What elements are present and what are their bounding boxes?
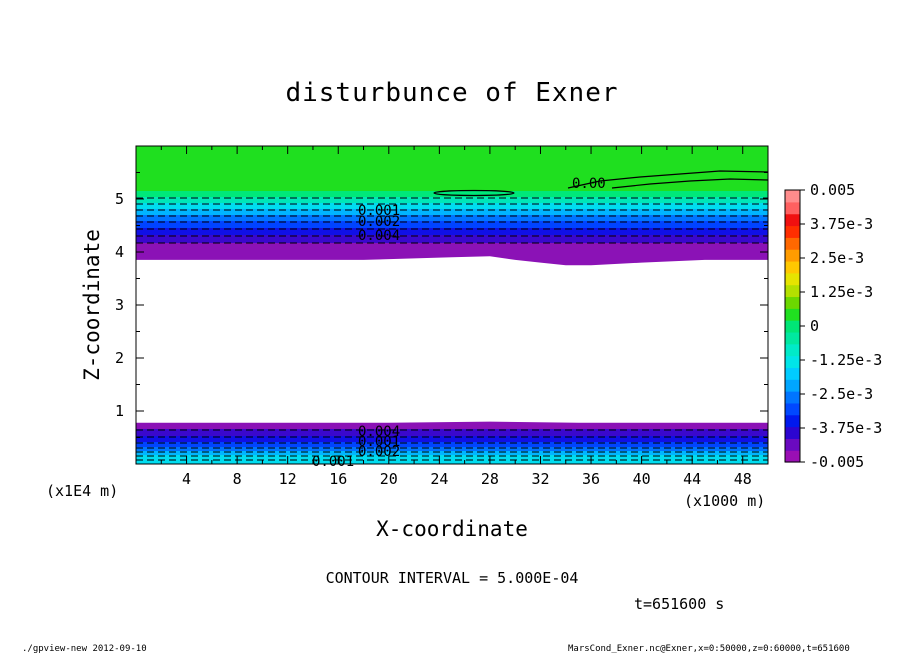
y-tick-label: 5 xyxy=(115,190,124,208)
y-tick-label: 1 xyxy=(115,402,124,420)
colorbar-swatch xyxy=(785,225,800,238)
x-tick-label: 36 xyxy=(582,470,600,488)
time-label: t=651600 s xyxy=(634,595,724,613)
band-5-bottom xyxy=(136,442,768,448)
y-tick-labels: 1 2 3 4 5 xyxy=(115,190,124,420)
x-tick-label: 40 xyxy=(633,470,651,488)
colorbar xyxy=(785,190,800,463)
x-tick-labels: 4 8 12 16 20 24 28 32 36 40 44 48 xyxy=(182,470,752,488)
contour-label: 0.002 xyxy=(358,214,400,230)
colorbar-label: 0.005 xyxy=(810,181,855,199)
contour-label: 0.004 xyxy=(358,424,400,440)
x-tick-label: 4 xyxy=(182,470,191,488)
contour-label: 0.001 xyxy=(358,203,400,219)
colorbar-swatch xyxy=(785,355,800,368)
colorbar-swatch xyxy=(785,201,800,215)
colorbar-swatch xyxy=(785,272,800,286)
colorbar-swatch xyxy=(785,284,800,298)
colorbar-label: 1.25e-3 xyxy=(810,283,873,301)
band-6-bottom xyxy=(136,436,768,443)
x-tick-label: 28 xyxy=(481,470,499,488)
x-tick-label: 8 xyxy=(233,470,242,488)
colorbar-swatch xyxy=(785,414,800,428)
x-tick-label: 44 xyxy=(683,470,701,488)
colorbar-labels: 0.005 3.75e-3 2.5e-3 1.25e-3 0 -1.25e-3 -2.5e-… xyxy=(800,181,882,471)
y-tick-label: 3 xyxy=(115,296,124,314)
x-tick-label: 12 xyxy=(279,470,297,488)
band-4-top xyxy=(136,215,768,222)
colorbar-label: -2.5e-3 xyxy=(810,385,873,403)
chart-title: disturbunce of Exner xyxy=(285,78,618,108)
x-unit-label: (x1000 m) xyxy=(684,492,765,510)
band-2-top xyxy=(136,203,768,210)
x-tick-label: 24 xyxy=(430,470,448,488)
x-tick-label: 32 xyxy=(531,470,549,488)
colorbar-swatch xyxy=(785,296,800,309)
zero-contour-closed xyxy=(433,189,515,197)
plot-area xyxy=(136,146,769,464)
colorbar-swatch xyxy=(785,260,800,274)
x-tick-label: 16 xyxy=(329,470,347,488)
colorbar-swatch xyxy=(785,402,800,416)
colorbar-swatch xyxy=(785,190,800,203)
band-4-bottom xyxy=(136,447,768,452)
band-3-bottom xyxy=(136,451,768,456)
footer-left: ./gpview-new 2012-09-10 xyxy=(22,644,147,654)
colorbar-label: -3.75e-3 xyxy=(810,419,882,437)
colorbar-swatch xyxy=(785,331,800,345)
colorbar-swatch xyxy=(785,379,800,392)
y-axis-label: Z-coordinate xyxy=(80,229,104,381)
band-5-top xyxy=(136,221,768,229)
negative-contours xyxy=(136,197,768,461)
colorbar-swatch xyxy=(785,450,800,463)
contour-interval: CONTOUR INTERVAL = 5.000E-04 xyxy=(326,569,579,587)
band-6-top xyxy=(136,228,768,236)
colorbar-swatch xyxy=(785,367,800,380)
x-axis-label: X-coordinate xyxy=(376,517,528,541)
colorbar-swatch xyxy=(785,391,800,404)
zero-contour-1 xyxy=(567,170,769,189)
x-tick-label: 20 xyxy=(380,470,398,488)
band-3-top xyxy=(136,209,768,216)
colorbar-swatch xyxy=(785,249,800,262)
colorbar-swatch xyxy=(785,320,800,333)
band-7-bottom xyxy=(136,429,768,437)
band-7-top xyxy=(136,235,768,244)
band-1-top xyxy=(136,197,768,204)
band-2-bottom xyxy=(136,455,768,464)
band-min-top xyxy=(136,243,768,266)
axis-ticks xyxy=(135,145,769,464)
contour-label: 0.00 xyxy=(572,176,606,192)
colorbar-swatch xyxy=(785,438,800,451)
x-tick-label: 48 xyxy=(734,470,752,488)
y-tick-label: 2 xyxy=(115,349,124,367)
colorbar-label: 3.75e-3 xyxy=(810,215,873,233)
colorbar-swatch xyxy=(785,343,800,357)
y-unit-label: (x1E4 m) xyxy=(46,482,118,500)
contour-label: 0.004 xyxy=(358,228,400,244)
colorbar-swatch xyxy=(785,308,800,321)
y-tick-label: 4 xyxy=(115,243,124,261)
contour-label: 0.002 xyxy=(358,444,400,460)
colorbar-swatch xyxy=(785,237,800,250)
band-positive-top xyxy=(136,146,768,192)
band-min-bottom xyxy=(136,421,768,430)
colorbar-swatch xyxy=(785,426,800,439)
colorbar-label: -0.005 xyxy=(810,453,864,471)
footer-right: MarsCond_Exner.nc@Exner,x=0:50000,z=0:60… xyxy=(568,644,850,654)
colorbar-label: -1.25e-3 xyxy=(810,351,882,369)
contour-label: 0.001 xyxy=(312,454,354,470)
colorbar-label: 0 xyxy=(810,317,819,335)
contour-label: 0.001 xyxy=(358,434,400,450)
colorbar-swatch xyxy=(785,213,800,227)
colorbar-label: 2.5e-3 xyxy=(810,249,864,267)
zero-contour-2 xyxy=(611,178,769,189)
